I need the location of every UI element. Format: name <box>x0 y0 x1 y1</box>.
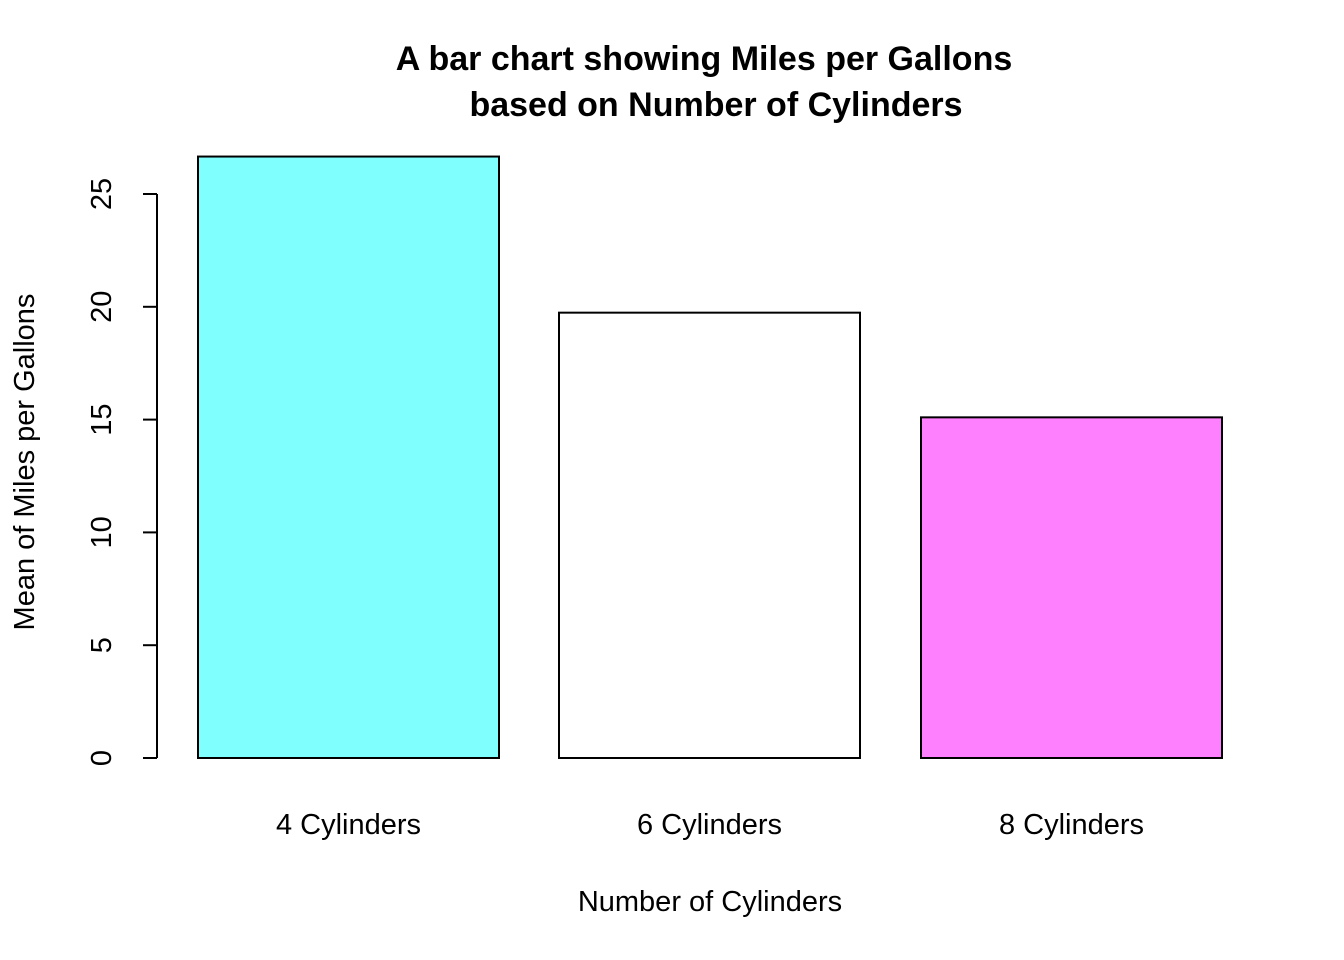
y-axis-label: Mean of Miles per Gallons <box>9 294 41 631</box>
y-tick-label: 0 <box>86 750 118 766</box>
x-category-label: 6 Cylinders <box>637 809 782 841</box>
y-tick-label: 25 <box>86 178 118 210</box>
x-axis-label: Number of Cylinders <box>578 886 842 918</box>
chart-title-line-1: A bar chart showing Miles per Gallons <box>396 40 1013 78</box>
y-tick-label: 10 <box>86 516 118 548</box>
chart-title: A bar chart showing Miles per Gallons ba… <box>396 40 1013 124</box>
y-ticks: 0 5 10 15 20 25 <box>86 178 157 766</box>
y-tick-label: 20 <box>86 291 118 323</box>
bar <box>558 311 861 759</box>
chart-title-line-2: based on Number of Cylinders <box>469 86 962 124</box>
bar <box>197 155 500 759</box>
y-tick-label: 15 <box>86 403 118 435</box>
category-labels: 4 Cylinders 6 Cylinders 8 Cylinders <box>276 809 1144 841</box>
x-category-label: 4 Cylinders <box>276 809 421 841</box>
bars <box>197 155 1223 759</box>
y-tick-label: 5 <box>86 637 118 653</box>
x-category-label: 8 Cylinders <box>999 809 1144 841</box>
bar <box>920 416 1223 759</box>
